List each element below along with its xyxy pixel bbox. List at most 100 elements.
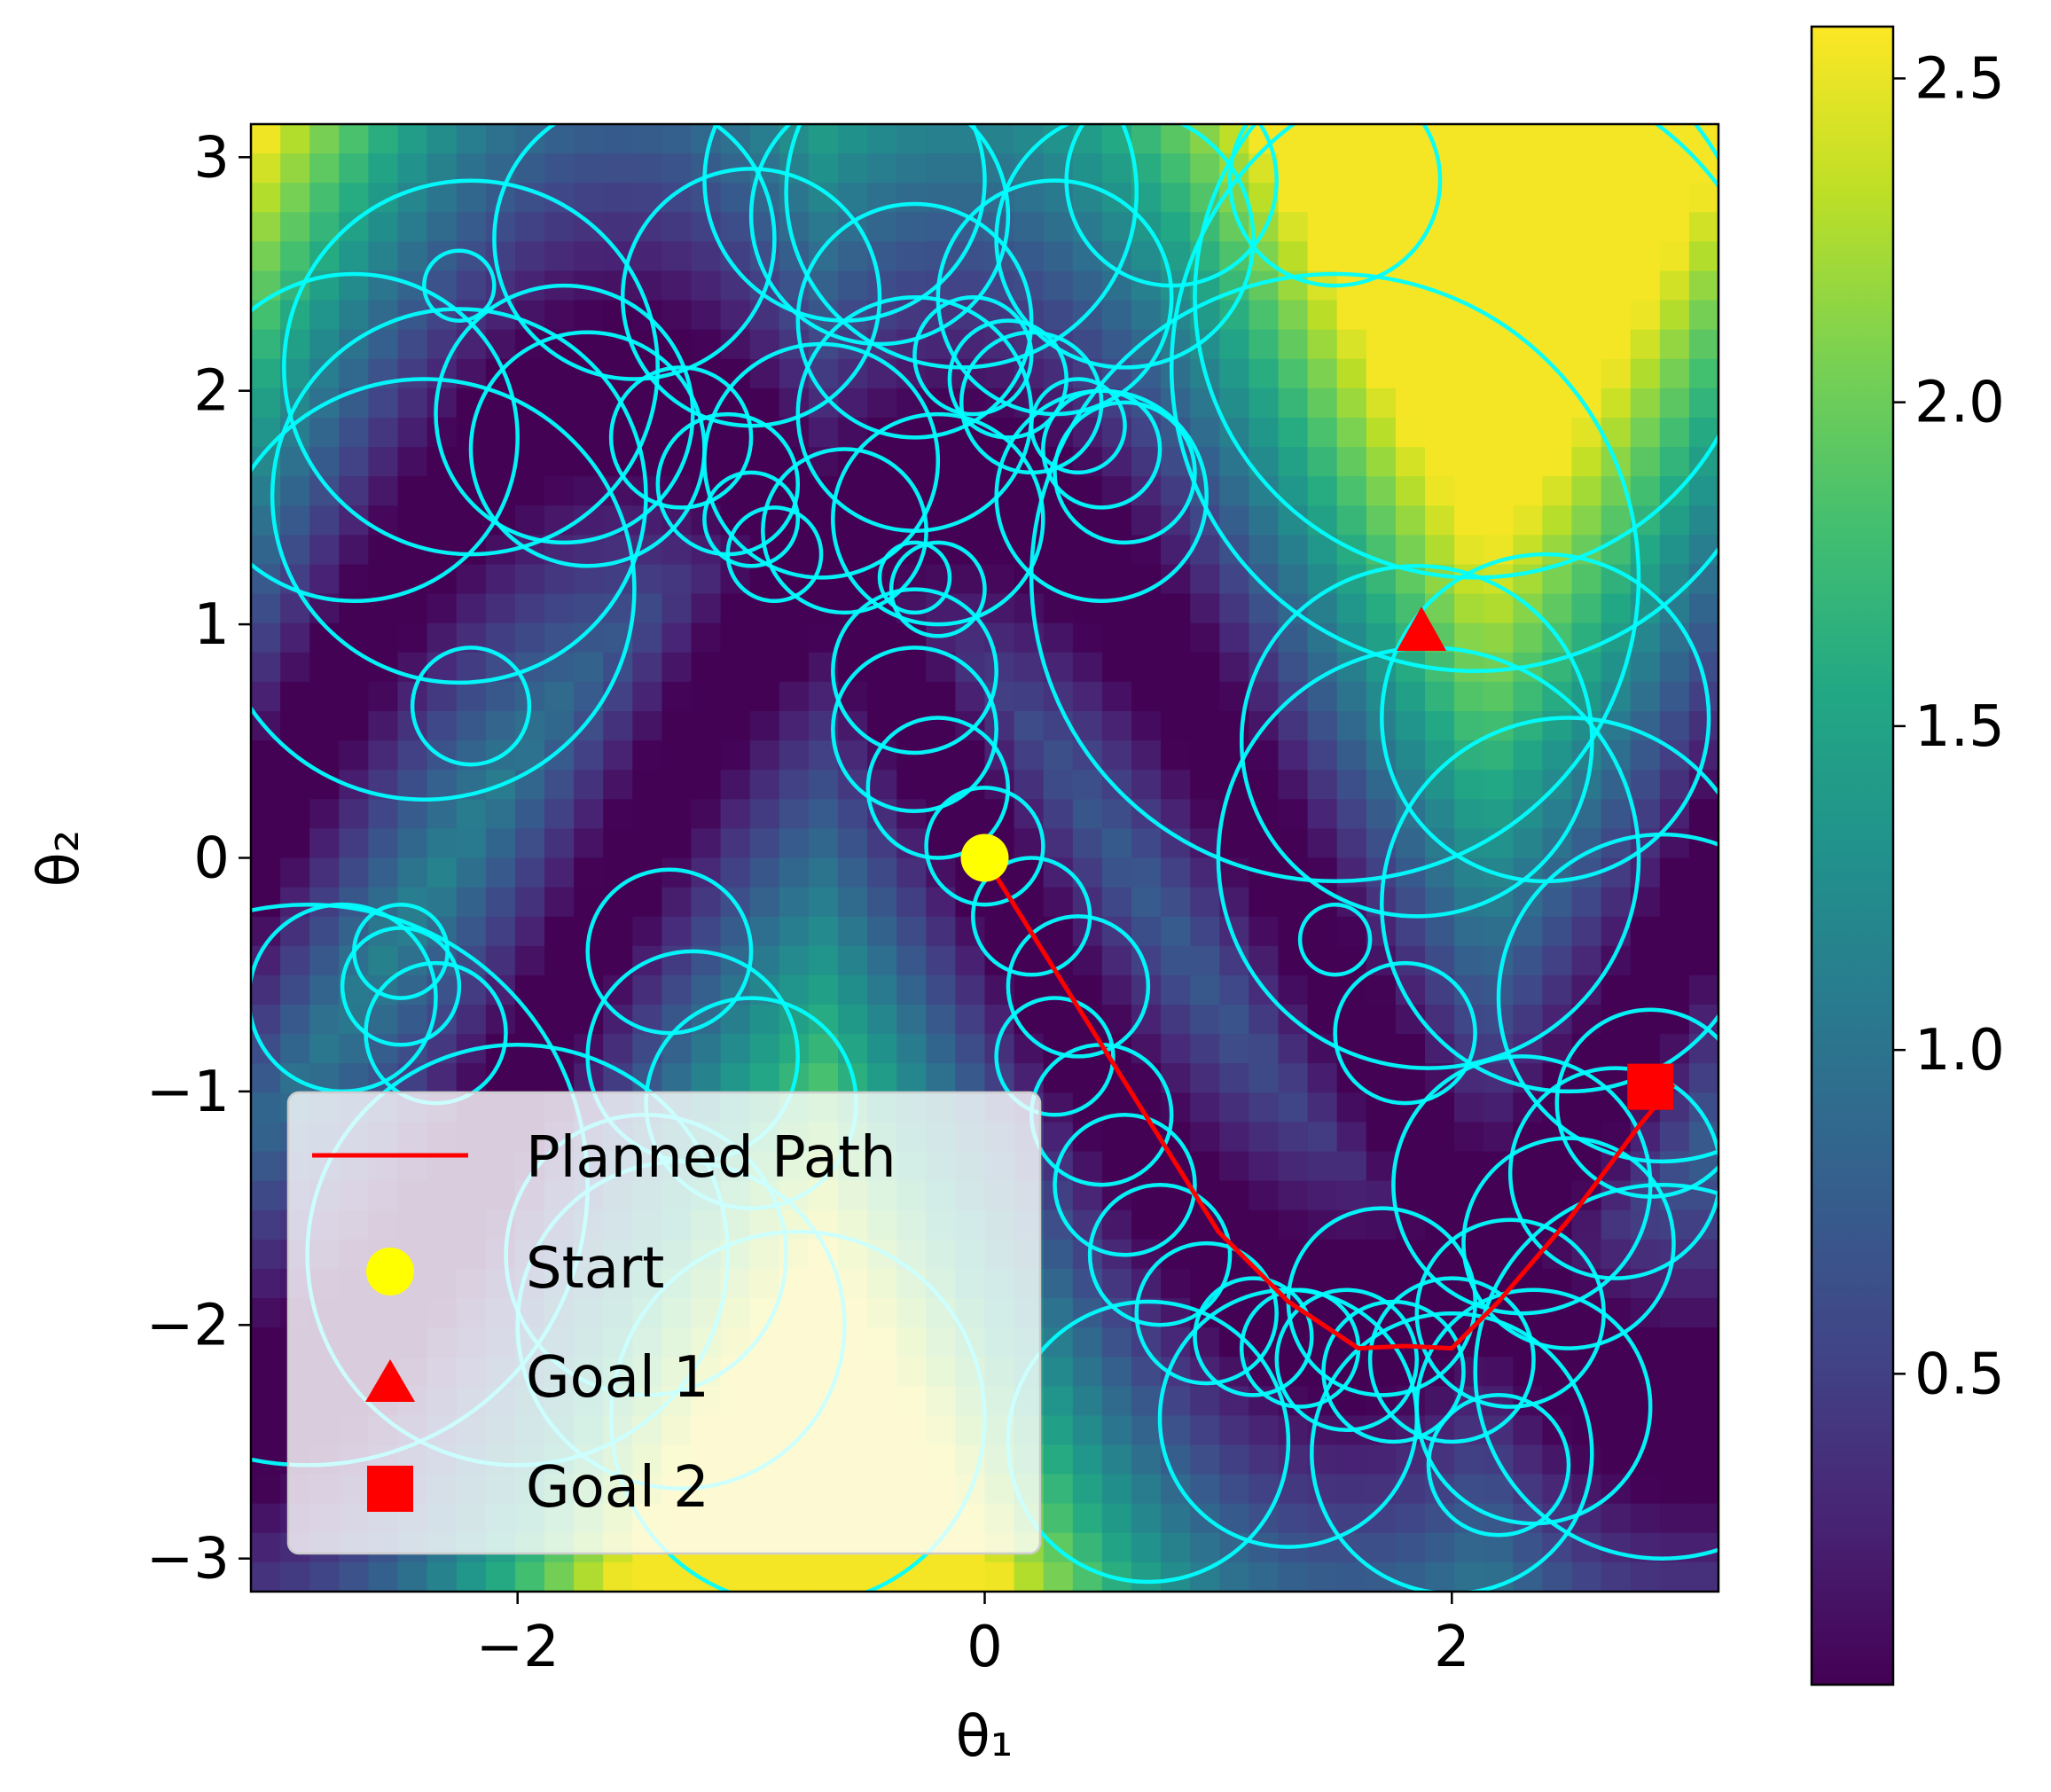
- obstacle-circle: [492, 124, 777, 381]
- heatmap-cell: [1366, 241, 1397, 272]
- heatmap-cell: [808, 124, 839, 154]
- heatmap-cell: [514, 505, 545, 536]
- heatmap-cell: [691, 711, 722, 741]
- heatmap-cell: [1513, 535, 1544, 566]
- heatmap-cell: [397, 799, 428, 830]
- heatmap-cell: [1131, 681, 1162, 712]
- heatmap-cell: [1630, 1034, 1661, 1064]
- heatmap-cell: [1659, 241, 1690, 272]
- heatmap-cell: [1101, 212, 1132, 243]
- heatmap-cell: [514, 476, 545, 507]
- heatmap-cell: [1190, 1561, 1221, 1592]
- heatmap-cell: [867, 887, 897, 918]
- heatmap-cell: [1454, 387, 1484, 419]
- legend-label-goal-2: Goal 2: [526, 1455, 709, 1521]
- heatmap-cell: [1395, 241, 1426, 272]
- heatmap-cell: [632, 828, 663, 859]
- heatmap-cell: [1190, 1474, 1221, 1505]
- heatmap-cell: [1336, 1122, 1367, 1153]
- heatmap-cell: [1483, 1386, 1515, 1417]
- heatmap-cell: [427, 153, 458, 184]
- heatmap-cell: [749, 916, 780, 947]
- heatmap-cell: [397, 857, 428, 888]
- heatmap-cell: [427, 711, 458, 741]
- heatmap-cell: [1219, 1474, 1250, 1505]
- heatmap-cell: [1483, 183, 1515, 214]
- heatmap-cell: [1571, 300, 1602, 331]
- heatmap-cell: [1366, 1532, 1397, 1563]
- heatmap-cell: [1366, 505, 1397, 536]
- heatmap-cell: [661, 887, 693, 918]
- heatmap-cell: [1101, 887, 1132, 918]
- heatmap-cell: [456, 270, 487, 301]
- heatmap-cell: [603, 681, 634, 712]
- heatmap-cell: [339, 300, 370, 331]
- heatmap-cell: [1659, 1298, 1690, 1328]
- obstacle-circle: [1134, 1240, 1279, 1386]
- heatmap-cell: [1659, 711, 1690, 741]
- heatmap-cell: [867, 153, 897, 184]
- heatmap-cell: [1336, 300, 1367, 331]
- heatmap-cell: [1601, 1503, 1632, 1534]
- heatmap-cell: [1190, 564, 1221, 595]
- heatmap-cell: [1014, 212, 1045, 243]
- heatmap-cell: [1014, 681, 1045, 712]
- heatmap-cell: [1307, 476, 1338, 507]
- heatmap-cell: [1454, 241, 1484, 272]
- heatmap-cell: [1366, 593, 1397, 624]
- heatmap-cell: [1278, 1561, 1309, 1592]
- heatmap-cell: [485, 681, 516, 712]
- heatmap-cell: [779, 799, 810, 830]
- heatmap-cell: [1395, 153, 1426, 184]
- heatmap-cell: [632, 916, 663, 947]
- heatmap-cell: [1571, 505, 1602, 536]
- heatmap-cell: [955, 945, 986, 976]
- heatmap-cell: [661, 711, 693, 741]
- heatmap-cell: [1161, 1034, 1191, 1064]
- heatmap-cell: [456, 1561, 487, 1592]
- heatmap-cell: [1601, 974, 1632, 1006]
- heatmap-cell: [1014, 770, 1045, 801]
- heatmap-cell: [1072, 564, 1103, 595]
- start-marker: [960, 833, 1009, 882]
- heatmap-cell: [1278, 1063, 1309, 1094]
- heatmap-cell: [808, 974, 839, 1006]
- heatmap-cell: [779, 212, 810, 243]
- heatmap-cell: [1219, 622, 1250, 653]
- heatmap-cell: [1249, 770, 1280, 801]
- legend-label-goal-1: Goal 1: [526, 1345, 709, 1411]
- heatmap-cell: [838, 799, 868, 830]
- heatmap-cell: [1307, 300, 1338, 331]
- heatmap-cell: [1483, 241, 1515, 272]
- heatmap-cell: [574, 418, 604, 448]
- heatmap-cell: [1454, 153, 1484, 184]
- heatmap-cell: [1630, 300, 1661, 331]
- heatmap-cell: [1101, 857, 1132, 888]
- heatmap-cell: [1483, 212, 1515, 243]
- heatmap-cell: [1688, 1268, 1718, 1299]
- heatmap-cell: [1454, 711, 1484, 741]
- heatmap-cell: [749, 1063, 780, 1094]
- heatmap-cell: [1307, 1561, 1338, 1592]
- heatmap-cell: [397, 1561, 428, 1592]
- heatmap-cell: [251, 418, 281, 448]
- heatmap-cell: [1425, 1151, 1455, 1182]
- heatmap-cell: [1278, 1415, 1309, 1446]
- heatmap-cell: [1278, 564, 1309, 595]
- heatmap-cell: [1161, 1268, 1191, 1299]
- heatmap-cell: [603, 1005, 634, 1035]
- heatmap-cell: [896, 887, 928, 918]
- heatmap-cell: [1454, 535, 1484, 566]
- heatmap-cell: [955, 153, 986, 184]
- heatmap-cell: [1659, 535, 1690, 566]
- heatmap-cell: [427, 770, 458, 801]
- heatmap-cell: [280, 1034, 310, 1064]
- heatmap-cell: [1043, 1503, 1074, 1534]
- heatmap-cell: [691, 622, 722, 653]
- heatmap-cell: [280, 505, 310, 536]
- heatmap-cell: [1278, 1122, 1309, 1153]
- heatmap-cell: [1219, 1561, 1250, 1592]
- heatmap-cell: [1219, 1151, 1250, 1182]
- heatmap-cell: [1425, 476, 1455, 507]
- heatmap-cell: [1278, 1092, 1309, 1123]
